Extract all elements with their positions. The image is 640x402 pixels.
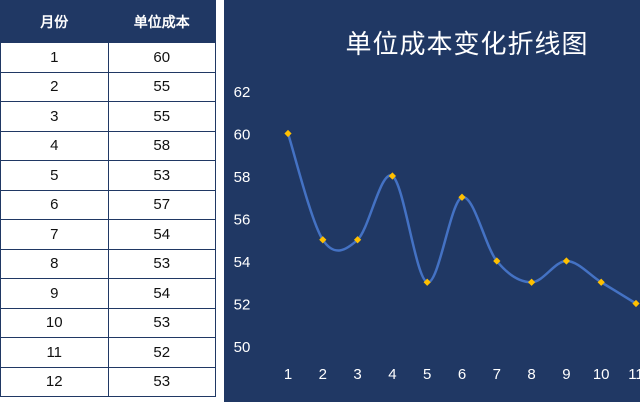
cell-unit-cost: 57	[107, 189, 216, 220]
table-row: 7 54	[0, 219, 216, 250]
table-row: 4 58	[0, 130, 216, 161]
data-point-marker	[562, 257, 570, 265]
data-point-marker	[423, 278, 431, 286]
x-tick-label: 3	[353, 366, 361, 383]
cell-unit-cost: 53	[107, 160, 216, 191]
cell-month: 9	[0, 278, 109, 309]
table-row: 8 53	[0, 248, 216, 279]
series-line	[286, 133, 637, 305]
cell-month: 8	[0, 248, 109, 279]
cell-unit-cost: 53	[107, 307, 216, 338]
table-row: 3 55	[0, 101, 216, 132]
data-table-panel: 月份 单位成本 1 60 2 55 3 55 4 58 5 53 6 57 7 54 8 53 9 54 10 53 1…	[0, 0, 216, 402]
cell-unit-cost: 53	[107, 366, 216, 397]
x-tick-label: 8	[527, 366, 535, 383]
table-header-row: 月份 单位成本	[0, 0, 216, 43]
cell-month: 11	[0, 337, 109, 368]
y-tick-label: 60	[234, 127, 251, 144]
table-body: 1 60 2 55 3 55 4 58 5 53 6 57 7 54 8 53 9 54 10 53 11 52 12 53	[0, 42, 216, 397]
data-point-marker	[284, 129, 292, 138]
x-tick-label: 11	[628, 366, 640, 383]
x-tick-label: 5	[423, 366, 431, 383]
table-row: 10 53	[0, 307, 216, 338]
table-row: 12 53	[0, 366, 216, 397]
cell-month: 6	[0, 189, 109, 220]
cell-month: 12	[0, 366, 109, 397]
x-tick-label: 2	[319, 366, 327, 383]
cell-unit-cost: 55	[107, 71, 216, 102]
x-tick-label: 7	[493, 366, 501, 383]
cell-unit-cost: 55	[107, 101, 216, 132]
header-month: 月份	[0, 0, 109, 43]
cell-month: 2	[0, 71, 109, 102]
x-tick-label: 1	[284, 366, 292, 383]
cell-unit-cost: 60	[107, 42, 216, 73]
cell-unit-cost: 54	[107, 278, 216, 309]
cell-month: 5	[0, 160, 109, 191]
data-point-marker	[493, 257, 501, 265]
data-point-marker	[458, 193, 466, 201]
table-row: 5 53	[0, 160, 216, 191]
chart-title: 单位成本变化折线图	[345, 30, 589, 60]
cell-unit-cost: 58	[107, 130, 216, 161]
cell-month: 3	[0, 101, 109, 132]
table-row: 9 54	[0, 278, 216, 309]
header-unit-cost: 单位成本	[107, 0, 216, 43]
y-tick-label: 52	[234, 297, 251, 314]
cell-unit-cost: 53	[107, 248, 216, 279]
data-point-marker	[597, 278, 605, 286]
cell-month: 1	[0, 42, 109, 73]
data-point-marker	[528, 278, 536, 286]
y-tick-label: 62	[234, 84, 251, 101]
cell-month: 4	[0, 130, 109, 161]
cell-unit-cost: 52	[107, 337, 216, 368]
cell-month: 10	[0, 307, 109, 338]
data-table: 月份 单位成本 1 60 2 55 3 55 4 58 5 53 6 57 7 54 8 53 9 54 10 53 1…	[0, 0, 216, 397]
table-row: 2 55	[0, 71, 216, 102]
y-tick-label: 58	[234, 169, 251, 186]
table-row: 6 57	[0, 189, 216, 220]
cell-unit-cost: 54	[107, 219, 216, 250]
cell-month: 7	[0, 219, 109, 250]
chart-panel: 单位成本变化折线图 50 52 54 56 58 60 62 1 2 3 4 5 6 7 8 9 10 11	[224, 0, 640, 402]
y-tick-label: 54	[234, 254, 251, 271]
x-tick-label: 9	[562, 366, 570, 383]
x-tick-label: 6	[458, 366, 466, 383]
y-tick-label: 56	[234, 212, 251, 229]
y-tick-label: 50	[234, 339, 251, 356]
table-row: 1 60	[0, 42, 216, 73]
x-tick-label: 10	[593, 366, 610, 383]
x-tick-label: 4	[388, 366, 396, 383]
data-point-marker	[632, 299, 640, 308]
table-row: 11 52	[0, 337, 216, 368]
